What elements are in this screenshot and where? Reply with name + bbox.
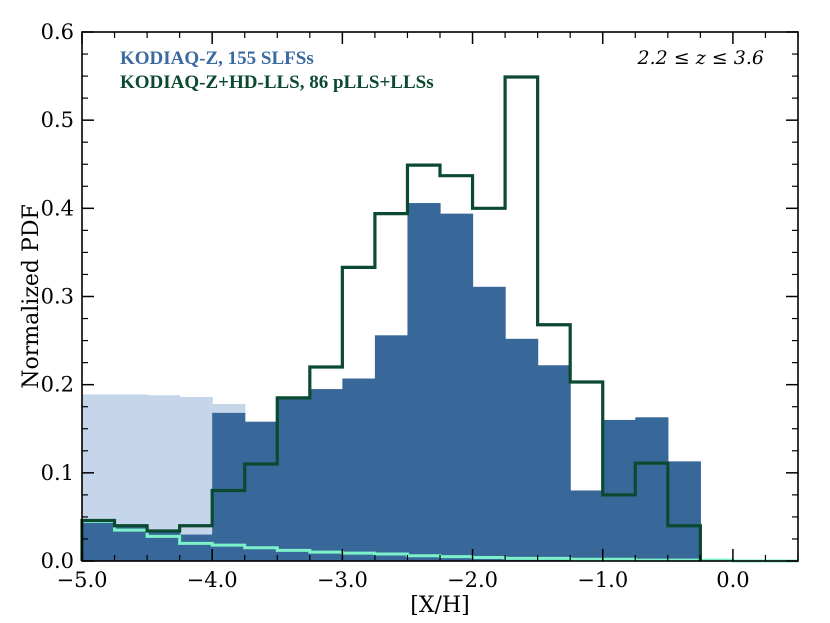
x-tick-label-2: −3.0	[317, 568, 368, 592]
x-tick-label-5: 0.0	[716, 568, 749, 592]
series-1-bin-2	[147, 530, 181, 561]
series-1-bin-5	[244, 421, 278, 561]
series-1-bin-9	[374, 335, 409, 561]
series-1-bin-3	[179, 534, 213, 561]
y-tick-label-4: 0.4	[41, 196, 74, 220]
series-1-bin-15	[570, 490, 604, 561]
series-1-bin-12	[472, 286, 506, 561]
x-tick-label-4: −1.0	[577, 568, 628, 592]
series-1-bin-4	[212, 412, 246, 561]
y-axis-label: Normalized PDF	[19, 204, 44, 388]
series-3-step-line	[80, 75, 702, 561]
x-axis-label: [X/H]	[410, 593, 469, 618]
series-1-bin-14	[537, 365, 571, 561]
series-0-bin-3	[179, 397, 213, 561]
x-tick-label-1: −4.0	[187, 568, 238, 592]
series-1-bin-13	[505, 338, 539, 561]
y-tick-label-0: 0.0	[41, 549, 74, 573]
series-1-bin-17	[635, 417, 669, 561]
x-tick-label-0: −5.0	[57, 568, 108, 592]
series-1-bin-0	[82, 521, 116, 561]
ticks-layer	[81, 31, 799, 562]
tick-labels-layer: −5.0 −4.0 −3.0 −2.0 −1.0 0.0 0.0 0.1 0.2 0.3 0.4 0.…	[41, 20, 750, 592]
series-1-bin-7	[309, 389, 343, 561]
y-tick-label-1: 0.1	[41, 461, 74, 485]
legend-entry-kodiaq-z-hd-lls: KODIAQ-Z+HD-LLS, 86 pLLS+LLSs	[120, 72, 434, 93]
redshift-range-annotation: 2.2 ≤ z ≤ 3.6	[637, 47, 764, 69]
series-1-bin-6	[277, 398, 311, 561]
series-1-bin-8	[342, 378, 376, 561]
series-1-bin-16	[602, 419, 636, 561]
bins-layer	[82, 203, 799, 561]
series-1-bin-18	[667, 461, 701, 561]
series-1-bin-10	[407, 203, 441, 561]
y-tick-label-6: 0.6	[41, 20, 74, 44]
y-tick-label-5: 0.5	[41, 108, 74, 132]
legend-entry-kodiaq-z: KODIAQ-Z, 155 SLFSs	[120, 48, 314, 69]
y-tick-label-3: 0.3	[41, 285, 74, 309]
y-tick-label-2: 0.2	[41, 373, 74, 397]
series-1-bin-11	[440, 213, 474, 561]
x-tick-label-3: −2.0	[447, 568, 498, 592]
